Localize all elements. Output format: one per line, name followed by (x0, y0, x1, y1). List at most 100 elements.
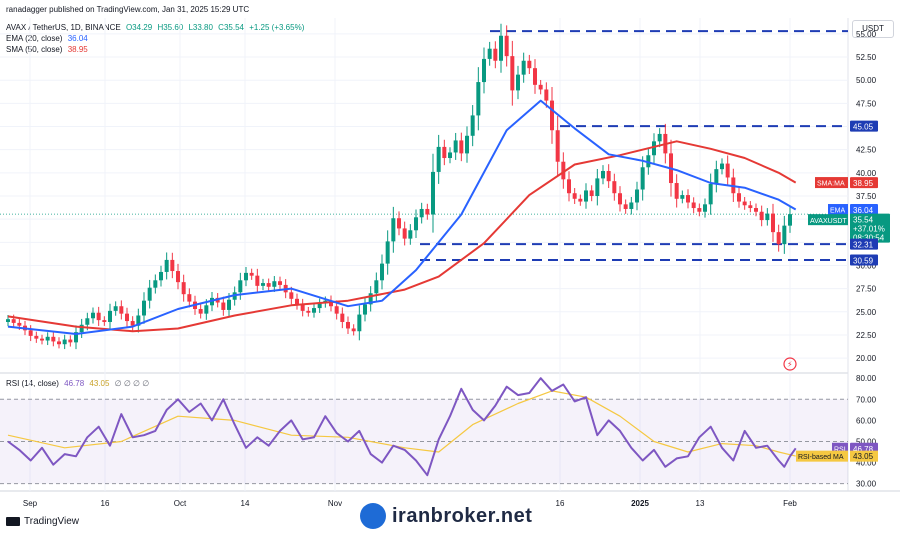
candle-body (170, 259, 175, 272)
candle-body (550, 100, 554, 131)
time-tick-label: Feb (783, 499, 797, 508)
candle-body (544, 89, 549, 101)
candle-body (74, 332, 78, 343)
candle-body (448, 152, 452, 159)
ema-price-label-bg (850, 204, 878, 216)
time-tick-label: 16 (101, 499, 110, 508)
candle-body (725, 163, 730, 178)
change-value: +1.25 (+3.65%) (249, 23, 305, 32)
candle-body (125, 313, 129, 322)
candle-body (482, 58, 486, 83)
symbol-tag-text: AVAXUSDT (810, 218, 847, 225)
candle-body (340, 313, 345, 322)
rsi-tick-label: 50.00 (856, 437, 877, 446)
candle-body (538, 84, 543, 90)
watermark-text: iranbroker.net (392, 504, 533, 527)
candle-body (742, 201, 747, 206)
candle-body (238, 280, 243, 293)
time-tick-label: Oct (174, 499, 187, 508)
candle-body (595, 178, 600, 196)
time-tick-label: 13 (696, 499, 705, 508)
candle-body (442, 146, 447, 159)
rsi-ma-value: 43.05 (89, 379, 110, 388)
candle-body (153, 280, 158, 288)
price-tick-label: 22.50 (856, 331, 877, 340)
candle-body (51, 336, 56, 342)
candle-body (470, 115, 475, 136)
candle-body (425, 208, 430, 215)
candle-body (788, 214, 792, 226)
rsi-ma-line (7, 390, 796, 457)
candle-body (385, 241, 390, 264)
rsi-tick-label: 40.00 (856, 459, 877, 468)
candle-body (504, 35, 509, 57)
candle-body (187, 294, 192, 302)
high-value: H35.60 (157, 23, 184, 32)
ema-legend: EMA (20, close) 36.04 (6, 33, 91, 44)
candle-body (635, 189, 639, 203)
price-tick-label: 52.50 (856, 53, 877, 62)
candle-body (465, 135, 469, 154)
last-price-label: 08:30:54 (853, 234, 885, 243)
rsi-value: 46.78 (64, 379, 85, 388)
candle-body (6, 319, 10, 322)
price-tick-label: 20.00 (856, 354, 877, 363)
candle-body (289, 292, 294, 299)
candle-body (374, 280, 379, 294)
rsi-tick-label: 60.00 (856, 416, 877, 425)
candle-body (572, 193, 577, 199)
level-32-label-bg (850, 238, 878, 250)
level-45-label-bg (850, 120, 878, 132)
candle-body (227, 299, 231, 310)
sma-tag-bg (815, 177, 848, 189)
candle-body (159, 271, 163, 281)
event-icon (783, 357, 797, 371)
candle-body (691, 202, 696, 209)
ema-label: EMA (20, close) (6, 34, 63, 43)
rsi-legend: RSI (14, close) 46.78 43.05 ∅ ∅ ∅ ∅ (6, 378, 152, 389)
candle-body (555, 130, 560, 162)
candle-body (646, 155, 651, 168)
sma-value: 38.95 (67, 45, 88, 54)
rsi-tag-bg (832, 442, 848, 454)
candle-body (85, 318, 90, 325)
candle-body (578, 198, 583, 202)
price-tick-label: 40.00 (856, 169, 877, 178)
time-tick-label: 2025 (631, 499, 649, 508)
candle-body (561, 161, 566, 180)
currency-button[interactable]: USDT (852, 20, 894, 38)
candle-body (618, 193, 622, 205)
candle-body (652, 141, 656, 156)
ema-tag-text: EMA (830, 208, 846, 215)
candle-body (516, 74, 520, 91)
sma-50-line (7, 140, 797, 333)
last-price-label: 35.54 (853, 216, 874, 225)
candle-body (521, 60, 526, 75)
candle-body (147, 287, 152, 301)
ema-price-label: 36.04 (853, 206, 874, 215)
last-price-label: +37.01% (853, 225, 885, 234)
sma-legend: SMA (50, close) 38.95 (6, 44, 91, 55)
rsi-ma-price-bg (850, 450, 878, 462)
candle-body (278, 281, 282, 285)
candle-body (11, 319, 16, 323)
symbol-legend: AVAX / TetherUS, 1D, BINANCE O34.29 H35.… (6, 22, 307, 33)
price-tick-label: 50.00 (856, 76, 877, 85)
watermark: iranbroker.net (360, 503, 532, 529)
candle-body (686, 195, 690, 203)
price-tick-label: 55.00 (856, 30, 877, 39)
price-tick-label: 47.50 (856, 99, 877, 108)
ema-tag-bg (828, 204, 848, 216)
candle-body (510, 56, 515, 91)
candle-body (391, 218, 396, 242)
candle-body (68, 339, 73, 343)
candle-body (96, 312, 101, 321)
candle-body (102, 320, 107, 322)
price-tick-label: 25.00 (856, 308, 877, 317)
candle-body (567, 179, 571, 194)
candle-body (272, 281, 277, 287)
candle-body (28, 330, 33, 336)
close-value: C35.54 (218, 23, 244, 32)
rsi-tick-label: 30.00 (856, 480, 877, 489)
